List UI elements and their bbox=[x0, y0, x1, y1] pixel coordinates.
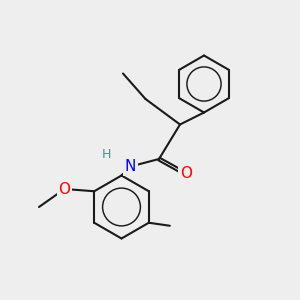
Text: N: N bbox=[125, 159, 136, 174]
Text: O: O bbox=[180, 167, 192, 182]
Text: H: H bbox=[102, 148, 111, 161]
Text: O: O bbox=[58, 182, 70, 196]
